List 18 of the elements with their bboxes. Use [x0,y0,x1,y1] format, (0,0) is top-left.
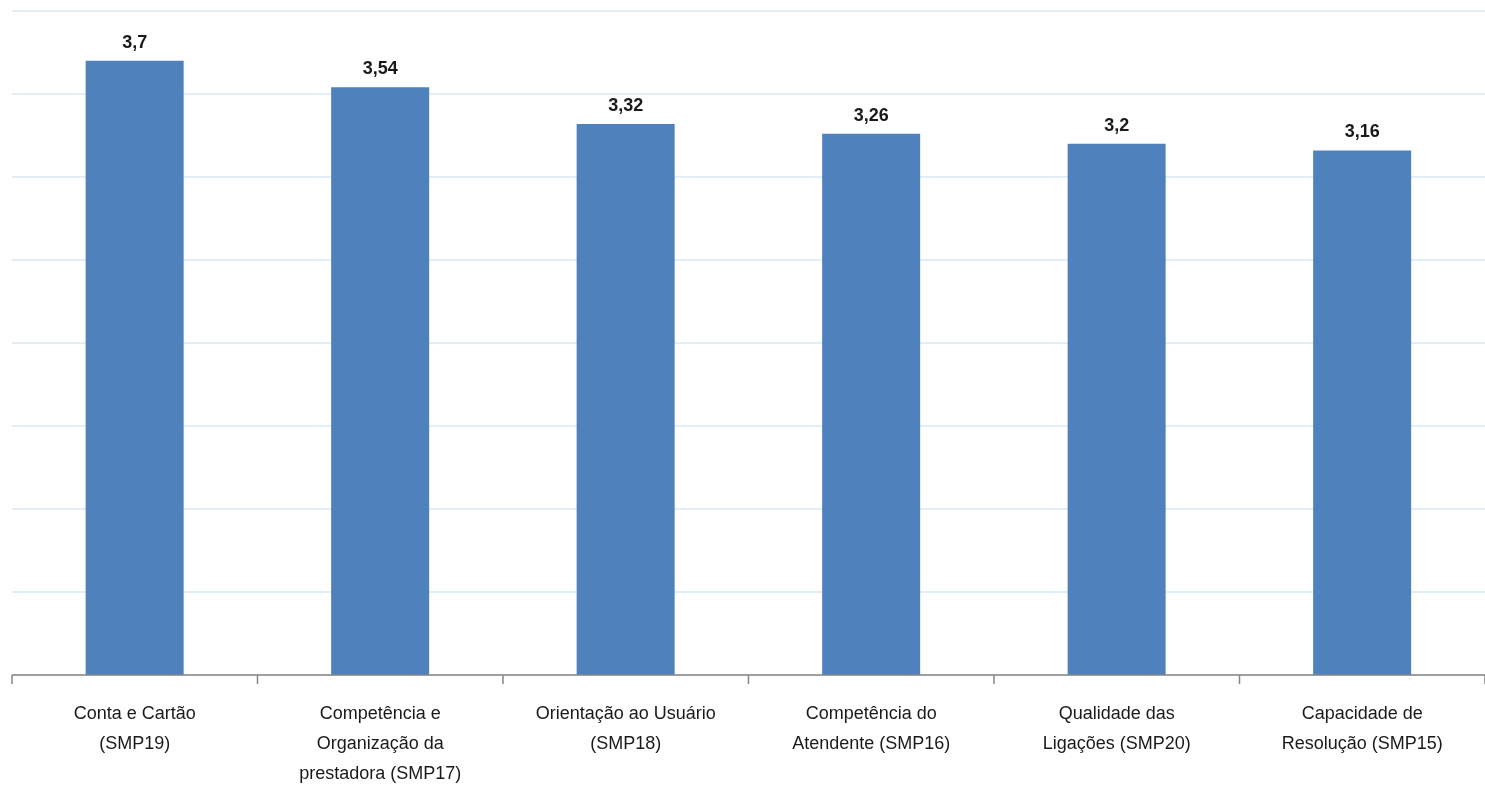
x-tick-label: Capacidade de Resolução (SMP15) [1281,703,1443,753]
data-label: 3,7 [122,31,148,52]
data-label: 3,16 [1344,121,1380,142]
data-label: 3,54 [362,58,398,79]
x-tick-label: Qualidade das Ligações (SMP20) [1042,703,1191,753]
x-tick-label: Conta e Cartão (SMP19) [73,703,196,753]
bar [85,60,184,675]
bar [822,133,921,675]
bar [576,123,675,675]
x-tick-label: Competência do Atendente (SMP16) [792,703,951,753]
data-label: 3,26 [853,104,889,125]
x-tick-label: Orientação ao Usuário (SMP18) [535,703,716,753]
data-label: 3,32 [608,94,644,115]
data-label: 3,2 [1104,114,1130,135]
bar [331,87,430,675]
bar [1313,150,1412,675]
bar [1067,143,1166,675]
x-tick-label: Competência e Organização da prestadora (SMP17) [299,703,462,783]
